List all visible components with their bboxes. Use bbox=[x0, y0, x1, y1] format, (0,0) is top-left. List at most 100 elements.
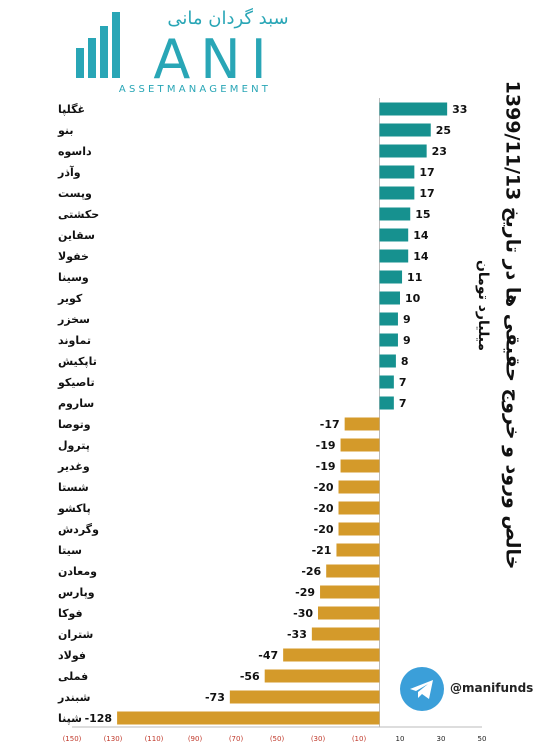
category-label: شپنا bbox=[58, 712, 82, 725]
telegram-handle[interactable]: @manifunds bbox=[450, 681, 534, 695]
category-label: فملی bbox=[58, 670, 88, 683]
category-label: تماوند bbox=[58, 334, 91, 347]
category-label: بنو bbox=[57, 124, 74, 137]
data-label: -21 bbox=[312, 544, 332, 557]
bar bbox=[379, 144, 427, 158]
category-label: سیتا bbox=[58, 544, 82, 557]
category-label: پترول bbox=[58, 439, 90, 452]
data-label: -19 bbox=[316, 460, 336, 473]
logo-tagline: ASSETMANAGEMENT bbox=[119, 84, 271, 95]
data-label: 9 bbox=[403, 334, 411, 347]
data-label: 14 bbox=[413, 250, 429, 263]
data-label: 9 bbox=[403, 313, 411, 326]
x-tick-label: 10 bbox=[396, 735, 405, 743]
x-tick-label: (130) bbox=[104, 735, 123, 743]
bar bbox=[379, 270, 403, 284]
bar bbox=[379, 102, 448, 116]
logo-bar-2 bbox=[88, 38, 96, 78]
x-tick-label: (50) bbox=[270, 735, 285, 743]
bar bbox=[326, 564, 380, 578]
bar bbox=[379, 165, 415, 179]
data-label: -20 bbox=[314, 502, 334, 515]
data-label: -29 bbox=[295, 586, 315, 599]
bar bbox=[318, 606, 380, 620]
bar bbox=[379, 207, 411, 221]
data-label: 23 bbox=[432, 145, 447, 158]
logo-wordmark: ANI bbox=[153, 28, 276, 91]
data-label: 17 bbox=[419, 166, 434, 179]
category-label: حکشتی bbox=[58, 208, 99, 221]
category-label: وتوصا bbox=[58, 418, 91, 431]
data-label: -56 bbox=[240, 670, 260, 683]
data-label: 7 bbox=[399, 397, 407, 410]
company-logo: سبد گردان مانی ANI ASSETMANAGEMENT bbox=[76, 7, 289, 95]
category-label: سقاین bbox=[58, 229, 95, 242]
logo-persian-text: سبد گردان مانی bbox=[167, 7, 288, 29]
bar bbox=[379, 249, 409, 263]
telegram-badge[interactable]: @manifunds bbox=[400, 667, 550, 711]
category-label: کویر bbox=[57, 292, 83, 305]
x-tick-label: 30 bbox=[437, 735, 446, 743]
bar bbox=[340, 438, 380, 452]
category-label: داسوه bbox=[58, 145, 92, 158]
x-tick-label: (70) bbox=[229, 735, 244, 743]
category-label: ساروم bbox=[58, 397, 94, 410]
bar bbox=[229, 690, 380, 704]
category-label: فولاد bbox=[58, 649, 86, 662]
data-label: 11 bbox=[407, 271, 422, 284]
bar bbox=[379, 186, 415, 200]
data-label: 10 bbox=[405, 292, 421, 305]
bar bbox=[379, 333, 398, 347]
data-label: -128 bbox=[85, 712, 113, 725]
bar bbox=[338, 522, 380, 536]
category-label: وپست bbox=[58, 187, 92, 200]
data-label: 33 bbox=[452, 103, 467, 116]
category-label: پاکشو bbox=[57, 502, 91, 515]
bar bbox=[311, 627, 380, 641]
category-label: ومعادن bbox=[58, 565, 97, 578]
data-label: 8 bbox=[401, 355, 409, 368]
bar bbox=[117, 711, 380, 725]
bar bbox=[379, 375, 394, 389]
chart-title-text: خالص ورود و خروج حقیقی ها در تاریخ 1399/… bbox=[500, 80, 523, 570]
data-label: 7 bbox=[399, 376, 407, 389]
category-label: شستا bbox=[58, 481, 89, 494]
category-label: وگردش bbox=[58, 523, 99, 536]
category-label: غگلپا bbox=[58, 103, 85, 116]
x-tick-label: (30) bbox=[311, 735, 326, 743]
bar bbox=[379, 354, 396, 368]
category-label: وآذر bbox=[57, 165, 81, 179]
bar bbox=[338, 501, 380, 515]
category-label: تاصیکو bbox=[57, 376, 95, 389]
category-label: خفولا bbox=[58, 250, 89, 263]
bar bbox=[344, 417, 380, 431]
logo-bar-3 bbox=[100, 26, 108, 78]
data-label: 25 bbox=[436, 124, 451, 137]
telegram-icon[interactable] bbox=[400, 667, 444, 711]
bar bbox=[264, 669, 380, 683]
chart-title: خالص ورود و خروج حقیقی ها در تاریخ 1399/… bbox=[501, 81, 523, 570]
data-label: -20 bbox=[314, 481, 334, 494]
data-label: -17 bbox=[320, 418, 340, 431]
chart-unit-text: میلیارد تومان bbox=[474, 259, 491, 351]
bar bbox=[379, 228, 409, 242]
data-label: -26 bbox=[301, 565, 321, 578]
bar bbox=[379, 291, 400, 305]
bar bbox=[379, 312, 398, 326]
category-label: شتران bbox=[58, 628, 93, 641]
data-label: 14 bbox=[413, 229, 429, 242]
bar bbox=[338, 480, 380, 494]
data-label: -33 bbox=[287, 628, 307, 641]
x-tick-label: 50 bbox=[478, 735, 487, 743]
bar bbox=[340, 459, 380, 473]
x-tick-label: (110) bbox=[145, 735, 164, 743]
data-label: 17 bbox=[419, 187, 434, 200]
bar bbox=[320, 585, 380, 599]
data-label: -47 bbox=[258, 649, 278, 662]
data-label: -20 bbox=[314, 523, 334, 536]
bar bbox=[336, 543, 380, 557]
bar bbox=[379, 123, 431, 137]
data-label: 15 bbox=[415, 208, 430, 221]
category-label: وسینا bbox=[58, 271, 89, 284]
